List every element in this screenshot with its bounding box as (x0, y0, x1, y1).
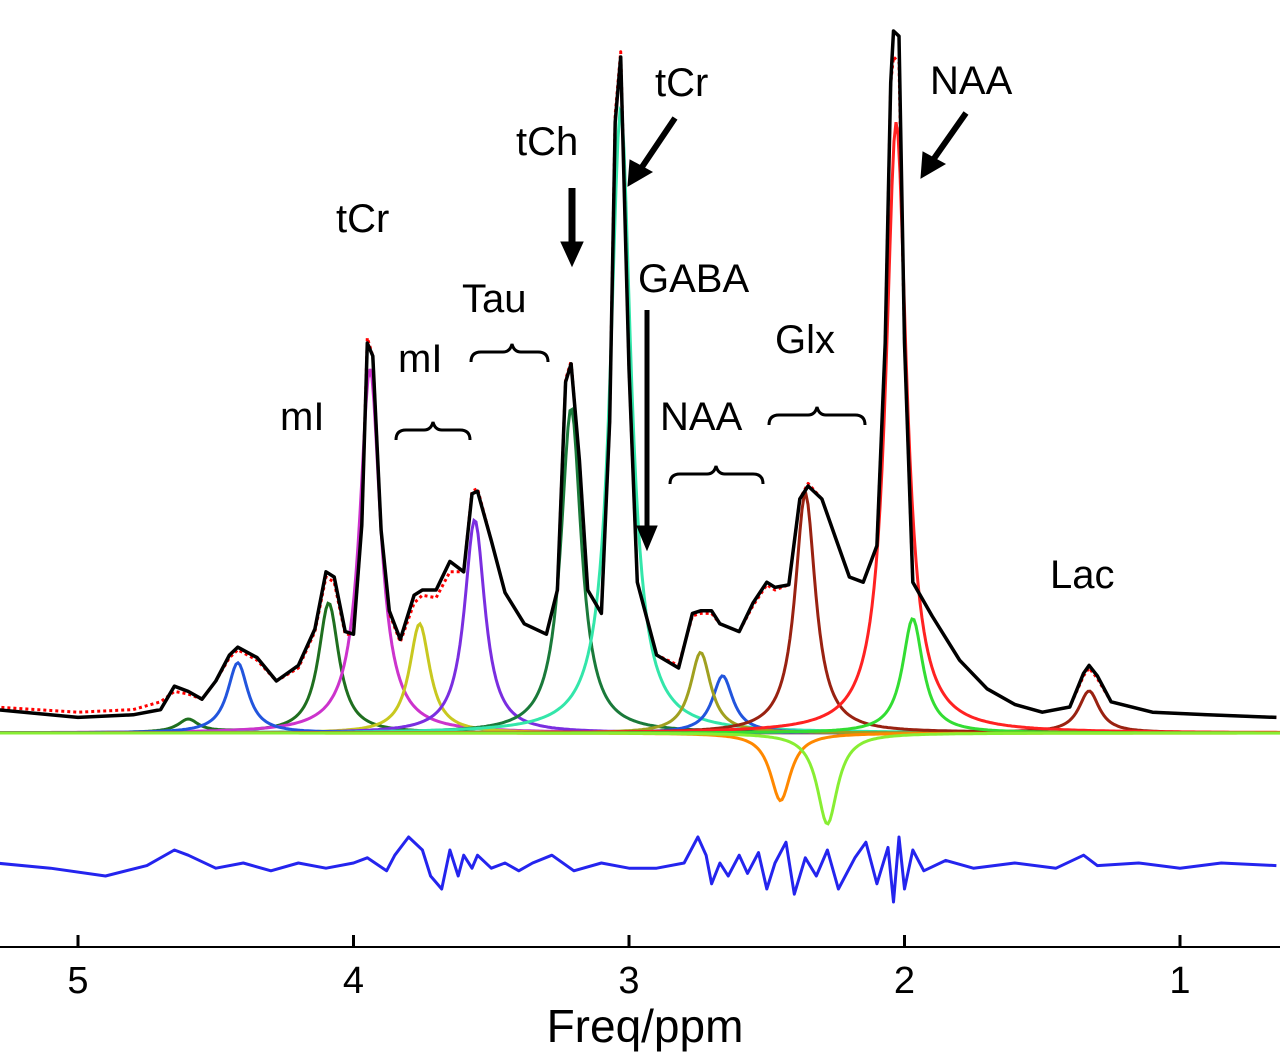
component-curve (0, 731, 1280, 803)
brace-mi (394, 421, 472, 441)
x-axis-ticks: 5 4 3 2 1 (67, 935, 1191, 1002)
component-curve (0, 617, 1280, 735)
brace-tau (469, 343, 550, 363)
x-tick-label: 5 (67, 960, 88, 1002)
annotation-braces (394, 343, 867, 485)
measured-spectrum-line (0, 29, 1277, 720)
annotation-label: tCh (516, 120, 578, 164)
arrow-gaba-head (636, 525, 658, 552)
annotation-label: NAA (930, 59, 1013, 103)
component-curve (0, 121, 1280, 735)
residual-spectrum-line (0, 835, 1277, 904)
arrow-naa (930, 111, 969, 162)
arrow-naa-head (920, 151, 947, 179)
annotation-label: NAA (660, 395, 743, 439)
x-tick-label: 4 (343, 960, 364, 1002)
annotation-label: mI (280, 395, 324, 439)
arrow-tch-head (560, 241, 584, 268)
annotation-arrows (560, 111, 969, 552)
annotation-label: mI (398, 337, 442, 381)
annotation-label: Tau (462, 277, 527, 321)
annotation-label: Glx (775, 318, 835, 362)
brace-glx (767, 406, 867, 426)
residual-layer (0, 835, 1277, 904)
arrow-tcr-head (627, 159, 654, 187)
measured-layer (0, 29, 1277, 720)
annotation-label: tCr (336, 197, 389, 241)
x-tick-label: 3 (618, 960, 639, 1002)
component-curve (0, 731, 1280, 826)
fit-spectrum-line (0, 50, 1277, 719)
component-curve (0, 105, 1280, 735)
annotation-label: tCr (655, 61, 708, 105)
component-fits (0, 105, 1280, 826)
brace-naa (668, 465, 765, 485)
arrow-tcr (637, 116, 678, 172)
fit-layer (0, 50, 1277, 719)
annotation-label: GABA (638, 257, 749, 301)
component-curve (0, 621, 1280, 735)
annotation-label: Lac (1050, 553, 1115, 597)
x-axis-label: Freq/ppm (547, 1000, 744, 1052)
x-tick-label: 2 (894, 960, 915, 1002)
x-tick-label: 1 (1169, 960, 1190, 1002)
